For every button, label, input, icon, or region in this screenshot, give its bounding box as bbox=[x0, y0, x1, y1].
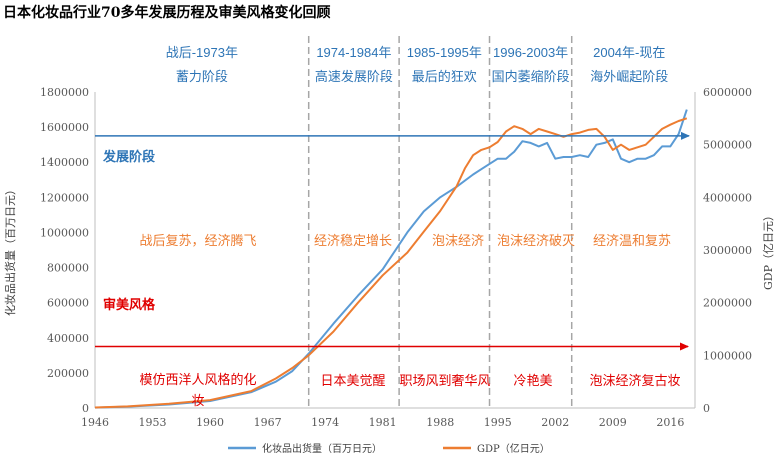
cosmetics-shipment-line bbox=[94, 109, 688, 409]
right-y-tick-label: 5000000 bbox=[703, 139, 752, 152]
legend: 化妆品出货量（百万日元） GDP（亿日元） bbox=[228, 442, 550, 455]
left-y-tick-label: 600000 bbox=[47, 297, 89, 310]
right-y-tick-label: 4000000 bbox=[703, 191, 752, 204]
left-y-tick-labels: 0 200000 400000 600000 800000 1000000 1200000 1… bbox=[40, 86, 89, 415]
era-stage-label: 高速发展阶段 bbox=[315, 69, 393, 84]
development-phase-label: 战后复苏，经济腾飞 bbox=[139, 233, 256, 248]
x-tick-label: 2002 bbox=[541, 416, 569, 429]
era-period-label: 1996-2003年 bbox=[493, 45, 568, 60]
development-phase-label: 经济温和复苏 bbox=[593, 233, 671, 248]
x-tick-label: 1995 bbox=[484, 416, 512, 429]
right-y-axis-title: GDP（亿日元） bbox=[762, 210, 775, 290]
left-y-tick-label: 1400000 bbox=[40, 156, 89, 169]
era-period-label: 2004年-现在 bbox=[593, 45, 665, 60]
development-phase-label: 泡沫经济 bbox=[432, 233, 484, 248]
right-y-tick-label: 0 bbox=[703, 402, 710, 415]
right-y-tick-label: 1000000 bbox=[703, 349, 752, 362]
era-stage-label: 海外崛起阶段 bbox=[590, 69, 668, 84]
aesthetic-style-labels: 模仿西洋人风格的化妆 日本美觉醒 职场风到奢华风 冷艳美 泡沫经济复古妆 bbox=[139, 372, 680, 408]
legend-label: 化妆品出货量（百万日元） bbox=[262, 442, 382, 455]
left-y-tick-label: 800000 bbox=[47, 262, 89, 275]
x-tick-label: 1953 bbox=[139, 416, 167, 429]
era-stage-label: 最后的狂欢 bbox=[412, 69, 477, 84]
x-tick-label: 2009 bbox=[599, 416, 627, 429]
x-tick-label: 1988 bbox=[426, 416, 454, 429]
left-y-tick-label: 1000000 bbox=[40, 226, 89, 239]
x-tick-label: 2016 bbox=[656, 416, 684, 429]
era-stage-label: 国内萎缩阶段 bbox=[492, 69, 570, 84]
x-tick-label: 1981 bbox=[369, 416, 397, 429]
development-phase-label: 泡沫经济破灭 bbox=[497, 233, 575, 248]
development-phase-label: 经济稳定增长 bbox=[314, 233, 392, 248]
aesthetic-style-label: 泡沫经济复古妆 bbox=[589, 373, 680, 388]
legend-label: GDP（亿日元） bbox=[477, 442, 550, 455]
x-tick-label: 1960 bbox=[196, 416, 224, 429]
aesthetic-style-label: 职场风到奢华风 bbox=[399, 373, 490, 388]
x-tick-label: 1946 bbox=[81, 416, 109, 429]
aesthetic-style-label: 日本美觉醒 bbox=[320, 373, 385, 388]
right-y-tick-label: 6000000 bbox=[703, 86, 752, 99]
right-y-tick-label: 3000000 bbox=[703, 244, 752, 257]
development-phase-labels: 战后复苏，经济腾飞 经济稳定增长 泡沫经济 泡沫经济破灭 经济温和复苏 bbox=[139, 233, 671, 248]
left-y-tick-label: 400000 bbox=[47, 332, 89, 345]
series-lines bbox=[94, 109, 688, 409]
x-tick-label: 1974 bbox=[311, 416, 339, 429]
chart-title: 日本化妆品行业70多年发展历程及审美风格变化回顾 bbox=[3, 4, 330, 21]
gdp-line bbox=[94, 117, 688, 409]
right-y-tick-label: 2000000 bbox=[703, 297, 752, 310]
right-y-tick-labels: 0 1000000 2000000 3000000 4000000 5000000 6000… bbox=[703, 86, 752, 415]
left-y-tick-label: 1200000 bbox=[40, 191, 89, 204]
left-y-tick-label: 1800000 bbox=[40, 86, 89, 99]
era-period-label: 战后-1973年 bbox=[166, 45, 238, 60]
aesthetic-style-label: 模仿西洋人风格的化妆 bbox=[139, 372, 256, 408]
x-tick-label: 1967 bbox=[254, 416, 282, 429]
aesthetic-label: 审美风格 bbox=[103, 297, 156, 312]
left-y-axis-title: 化妆品出货量（百万日元） bbox=[3, 184, 17, 316]
aesthetic-style-label: 冷艳美 bbox=[513, 373, 552, 388]
era-period-label: 1974-1984年 bbox=[316, 45, 391, 60]
development-label: 发展阶段 bbox=[102, 149, 155, 164]
era-stage-label: 蓄力阶段 bbox=[176, 69, 228, 84]
left-y-tick-label: 0 bbox=[82, 402, 89, 415]
x-tick-labels: 1946 1953 1960 1967 1974 1981 1988 1995 2002 2009… bbox=[81, 416, 684, 429]
era-period-label: 1985-1995年 bbox=[407, 45, 482, 60]
left-y-tick-label: 200000 bbox=[47, 367, 89, 380]
era-boundaries bbox=[307, 36, 573, 408]
left-y-tick-label: 1600000 bbox=[40, 121, 89, 134]
